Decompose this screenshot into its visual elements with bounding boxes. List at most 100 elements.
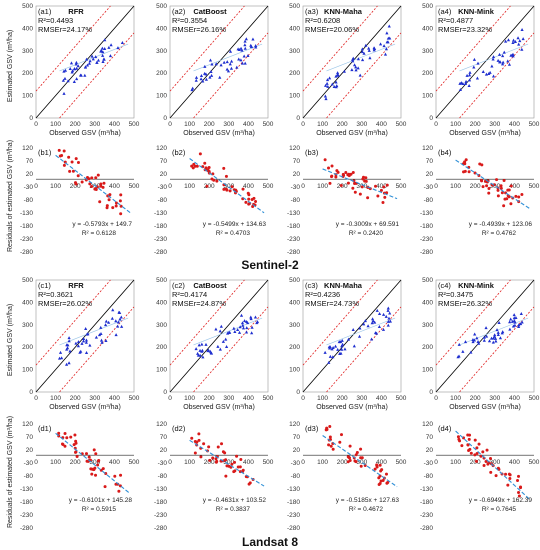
residual-panel: 120 70 20 -30 -80 -130 -180 -230 -280 0 100 200 300 4… xyxy=(420,145,540,256)
x-tick-label: 300 xyxy=(356,395,367,402)
x-tick-label: 300 xyxy=(89,121,100,128)
y-tick-label: -30 xyxy=(24,184,34,191)
data-point xyxy=(461,349,465,353)
x-tick-label: 300 xyxy=(223,121,234,128)
x-tick-label: 300 xyxy=(89,459,100,466)
data-point xyxy=(353,190,357,194)
data-point xyxy=(216,445,220,449)
data-point xyxy=(475,336,479,340)
regression-equation: y = -0.6101x + 145.28 xyxy=(69,497,133,504)
data-point xyxy=(218,75,222,79)
data-point xyxy=(513,320,517,324)
data-point xyxy=(506,188,510,192)
data-point xyxy=(378,42,383,46)
data-point xyxy=(240,48,244,52)
data-point xyxy=(493,336,498,340)
data-point xyxy=(116,46,120,50)
y-tick-label: -180 xyxy=(154,499,167,506)
data-point xyxy=(223,451,227,455)
data-point xyxy=(238,465,242,469)
data-point xyxy=(208,458,212,462)
data-point xyxy=(118,317,122,321)
data-point xyxy=(198,152,202,156)
data-point xyxy=(339,184,343,188)
r2-label: R²=0.4493 xyxy=(38,16,73,25)
y-tick-label: 120 xyxy=(156,145,167,152)
data-point xyxy=(487,191,491,195)
x-tick-label: 0 xyxy=(34,459,38,466)
data-point xyxy=(107,320,111,324)
data-point xyxy=(236,328,240,332)
data-point xyxy=(328,424,332,428)
y-tick-label: 200 xyxy=(156,344,167,351)
data-point xyxy=(199,77,203,81)
data-point xyxy=(199,73,204,77)
limit-line xyxy=(459,32,535,119)
y-tick-label: -80 xyxy=(291,473,301,480)
y-tick-label: 300 xyxy=(22,322,33,329)
data-point xyxy=(327,166,331,170)
rmse-label: RMSEr=23.32% xyxy=(438,25,492,34)
data-point xyxy=(339,351,343,355)
data-point xyxy=(248,481,252,485)
data-point xyxy=(92,448,96,452)
data-point xyxy=(76,344,80,348)
data-point xyxy=(482,335,486,339)
data-point xyxy=(240,321,245,325)
data-point xyxy=(109,43,113,47)
data-point xyxy=(502,178,506,182)
data-point xyxy=(63,68,68,72)
data-point xyxy=(241,326,246,330)
x-tick-label: 0 xyxy=(168,395,172,402)
y-tick-label: -280 xyxy=(20,249,33,256)
data-point xyxy=(96,58,101,62)
data-point xyxy=(68,169,72,173)
data-point xyxy=(340,338,344,342)
data-point xyxy=(57,431,61,435)
data-point xyxy=(517,494,521,498)
data-point xyxy=(225,60,229,64)
data-point xyxy=(491,340,495,344)
data-point xyxy=(517,491,521,495)
data-point xyxy=(239,58,243,62)
data-point xyxy=(98,200,102,204)
limit-line xyxy=(302,5,378,92)
data-point xyxy=(388,319,392,323)
data-point xyxy=(364,176,368,180)
y-tick-label: -30 xyxy=(424,460,434,467)
section-title-landsat: Landsat 8 xyxy=(242,535,298,549)
panel-label: (c3) xyxy=(305,281,318,290)
data-point xyxy=(350,68,354,72)
y-tick-label: 400 xyxy=(22,299,33,306)
regression-equation: y = -0.3009x + 69.591 xyxy=(336,221,400,228)
data-point xyxy=(251,37,255,41)
data-point xyxy=(114,319,118,323)
data-point xyxy=(232,326,236,330)
data-point xyxy=(208,58,213,62)
x-tick-label: 400 xyxy=(509,121,520,128)
y-tick-label: 70 xyxy=(293,158,301,165)
y-tick-label: 70 xyxy=(160,158,168,165)
rmse-label: RMSEr=26.02% xyxy=(38,299,92,308)
data-point xyxy=(101,60,105,64)
data-point xyxy=(87,177,91,181)
data-point xyxy=(512,313,516,317)
data-point xyxy=(479,178,483,182)
data-point xyxy=(201,79,205,83)
panel-label: (d1) xyxy=(38,424,52,433)
fit-line xyxy=(322,168,398,200)
data-point xyxy=(516,36,520,40)
x-tick-label: 200 xyxy=(204,459,215,466)
data-point xyxy=(75,77,79,81)
data-point xyxy=(74,439,78,443)
data-point xyxy=(243,39,247,43)
data-point xyxy=(211,456,215,460)
data-point xyxy=(99,338,104,342)
data-point xyxy=(102,57,106,61)
data-point xyxy=(203,64,207,68)
x-tick-label: 100 xyxy=(184,459,195,466)
x-tick-label: 200 xyxy=(70,183,81,190)
data-point xyxy=(116,324,120,328)
data-point xyxy=(491,55,496,59)
data-point xyxy=(385,40,389,44)
